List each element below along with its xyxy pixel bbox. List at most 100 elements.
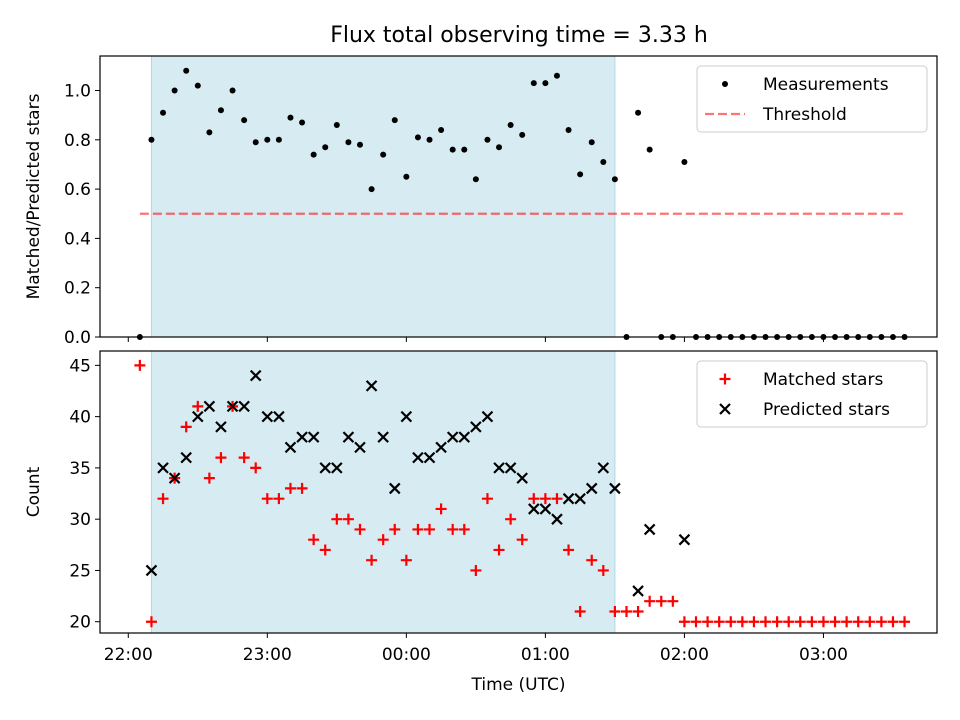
measurement-point [553, 72, 560, 79]
predicted-star-point [435, 441, 447, 454]
predicted-star-point [215, 421, 227, 433]
y-tick-label: 35 [69, 459, 91, 479]
matched-star-point [806, 616, 818, 628]
predicted-star-point [643, 523, 656, 536]
measurement-point [646, 146, 653, 153]
predicted-star-point [249, 369, 262, 382]
predicted-star-point [446, 431, 459, 443]
measurement-point [611, 176, 618, 183]
measurement-point [484, 136, 491, 143]
matched-star-point [678, 616, 690, 628]
legend-label: Matched stars [763, 370, 883, 390]
matched-star-point [470, 564, 482, 576]
matched-star-point [493, 544, 505, 556]
predicted-star-point [412, 451, 424, 464]
predicted-star-point [504, 462, 517, 474]
measurement-point [252, 139, 259, 146]
predicted-star-point [551, 513, 563, 525]
y-tick-label: 45 [69, 356, 91, 376]
matched-star-point [539, 493, 551, 505]
legend-label: Measurements [763, 75, 889, 95]
matched-star-point [817, 616, 829, 628]
measurement-point [148, 136, 155, 143]
matched-star-point [331, 513, 343, 525]
matched-star-point [713, 616, 725, 628]
plot-frame [99, 55, 938, 338]
predicted-star-point [192, 410, 204, 423]
matched-star-point [377, 534, 389, 546]
measurement-point [496, 144, 503, 151]
y-tick-label: 20 [69, 613, 91, 633]
predicted-star-point [331, 462, 343, 474]
predicted-star-point [354, 441, 366, 454]
measurement-point [588, 139, 595, 146]
plot-frame [99, 350, 938, 634]
measurement-point [577, 171, 584, 178]
matched-star-point [447, 523, 459, 535]
measurement-point [345, 139, 352, 146]
predicted-star-point [632, 585, 644, 597]
measurement-point [322, 144, 329, 151]
predicted-star-point [678, 533, 691, 546]
measurement-point [414, 134, 421, 141]
measurement-point [241, 117, 248, 124]
matched-star-point [597, 564, 609, 576]
measurement-point [507, 122, 514, 129]
y-axis-label: Count [24, 466, 44, 517]
matched-star-point [644, 595, 656, 607]
measurement-point [461, 146, 468, 153]
matched-star-point [505, 513, 517, 525]
matched-star-point [180, 421, 192, 433]
measurement-point [229, 87, 236, 94]
legend-marker [719, 373, 731, 385]
matched-star-point [400, 554, 412, 566]
predicted-star-point [377, 431, 389, 443]
legend-label: Predicted stars [763, 400, 890, 420]
measurement-point [391, 117, 398, 124]
matched-star-point [864, 616, 876, 628]
matched-star-point [250, 462, 262, 474]
matched-star-point [760, 616, 772, 628]
predicted-star-point [597, 462, 610, 474]
y-axis-label: Matched/Predicted stars [24, 93, 44, 299]
predicted-star-point [470, 421, 482, 433]
x-tick-label: 00:00 [382, 645, 431, 665]
matched-star-point [771, 616, 783, 628]
matched-star-point [389, 523, 401, 535]
predicted-star-point [481, 410, 494, 423]
measurement-point [171, 87, 178, 94]
matched-star-point [157, 493, 169, 505]
matched-star-point [528, 493, 540, 505]
predicted-star-point [562, 492, 575, 505]
predicted-star-point [493, 462, 505, 474]
matched-star-point [725, 616, 737, 628]
matched-star-point [145, 616, 157, 628]
observing-interval-shade [151, 56, 615, 337]
measurement-point [635, 109, 642, 116]
measurement-point [565, 126, 572, 133]
measurement-point [356, 141, 363, 148]
matched-star-point [203, 472, 215, 484]
measurement-point [368, 186, 375, 193]
predicted-star-point [458, 431, 471, 443]
legend-box [696, 360, 928, 428]
matched-star-point [192, 400, 204, 412]
measurement-point [426, 136, 433, 143]
measurement-point [449, 146, 456, 153]
predicted-star-point [168, 472, 181, 484]
matched-star-point [899, 616, 911, 628]
matched-star-point [366, 554, 378, 566]
matched-star-point [574, 605, 586, 617]
x-tick-label: 02:00 [660, 645, 709, 665]
matched-star-point [342, 513, 354, 525]
ratio-panel: 0.0 0.2 0.4 0.6 0.8 1.0 Matched/Predicted star… [24, 55, 938, 348]
matched-star-point [783, 616, 795, 628]
predicted-star-point [273, 410, 285, 423]
measurement-point [287, 114, 294, 121]
matched-star-point [655, 595, 667, 607]
matched-star-point [238, 452, 250, 464]
predicted-star-point [365, 380, 378, 392]
predicted-star-point [307, 431, 320, 443]
y-tick-label: 0.2 [64, 279, 91, 299]
matched-star-point [563, 544, 575, 556]
